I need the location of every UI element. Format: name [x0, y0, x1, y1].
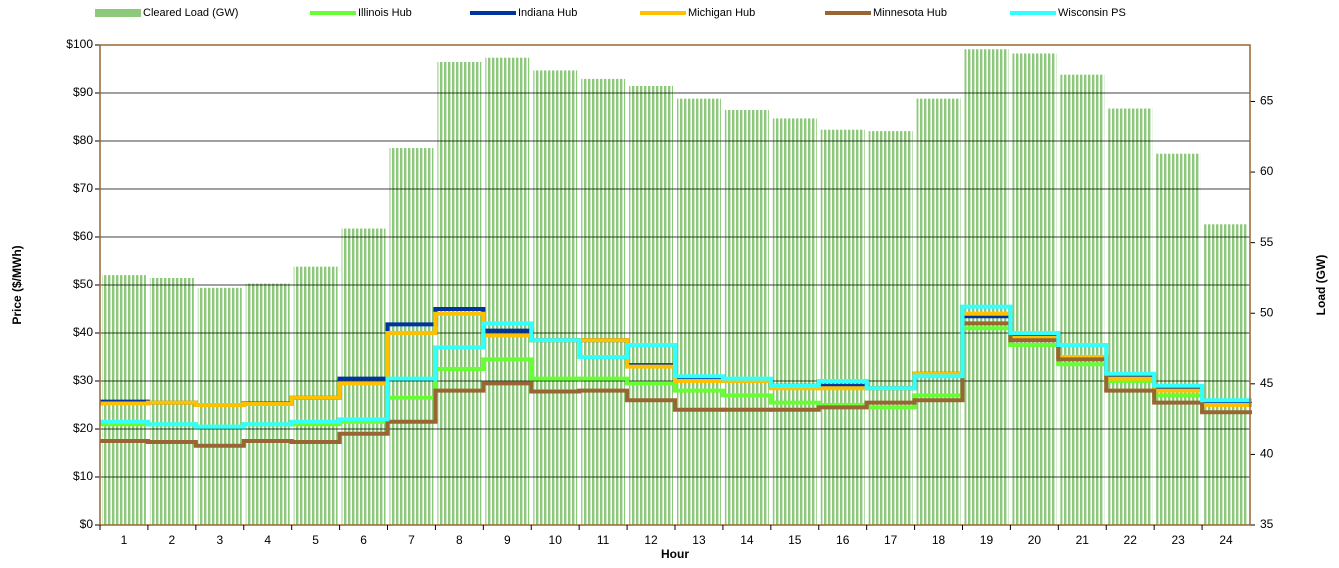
- y-tick-label: $70: [73, 181, 93, 195]
- y-tick-label: $20: [73, 421, 93, 435]
- y2-axis-label: Load (GW): [1314, 255, 1328, 316]
- load-bar: [389, 148, 434, 525]
- legend-label: Wisconsin PS: [1058, 7, 1126, 19]
- x-tick-label: 17: [884, 533, 898, 547]
- x-tick-label: 13: [692, 533, 706, 547]
- y2-tick-label: 65: [1260, 94, 1274, 108]
- x-tick-label: 7: [408, 533, 415, 547]
- y2-tick-label: 40: [1260, 447, 1274, 461]
- y-tick-label: $80: [73, 133, 93, 147]
- x-tick-label: 23: [1171, 533, 1185, 547]
- y-tick-label: $100: [66, 37, 93, 51]
- load-bar: [1156, 153, 1201, 526]
- x-tick-label: 12: [644, 533, 658, 547]
- x-tick-label: 8: [456, 533, 463, 547]
- y-tick-label: $50: [73, 277, 93, 291]
- legend-label: Indiana Hub: [518, 7, 577, 19]
- load-bar: [437, 61, 482, 526]
- x-tick-label: 4: [264, 533, 271, 547]
- x-tick-label: 15: [788, 533, 802, 547]
- load-bar: [820, 129, 865, 526]
- legend-label: Michigan Hub: [688, 7, 755, 19]
- legend-swatch: [95, 9, 141, 17]
- legend-label: Illinois Hub: [358, 7, 412, 19]
- x-tick-label: 3: [216, 533, 223, 547]
- x-tick-label: 20: [1028, 533, 1042, 547]
- x-tick-label: 22: [1124, 533, 1138, 547]
- legend-label: Cleared Load (GW): [143, 7, 238, 19]
- load-bar: [485, 57, 530, 526]
- y2-tick-label: 55: [1260, 235, 1274, 249]
- y-tick-label: $30: [73, 373, 93, 387]
- x-tick-label: 19: [980, 533, 994, 547]
- load-bar: [1204, 224, 1248, 525]
- y-axis-label: Price ($/MWh): [10, 245, 24, 324]
- x-tick-label: 5: [312, 533, 319, 547]
- load-bar: [772, 118, 817, 525]
- x-tick-label: 11: [597, 533, 610, 547]
- x-tick-label: 9: [504, 533, 511, 547]
- x-tick-label: 18: [932, 533, 946, 547]
- load-bar: [677, 98, 721, 525]
- load-bar: [1060, 74, 1105, 525]
- y-tick-label: $10: [73, 469, 93, 483]
- x-tick-label: 6: [360, 533, 367, 547]
- y-tick-label: $90: [73, 85, 93, 99]
- legend-label: Minnesota Hub: [873, 7, 947, 19]
- load-bar: [629, 85, 673, 526]
- load-bar: [868, 131, 913, 525]
- y2-tick-label: 45: [1260, 376, 1274, 390]
- load-bar: [916, 98, 961, 525]
- y2-tick-label: 60: [1260, 164, 1274, 178]
- y-tick-label: $60: [73, 229, 93, 243]
- x-axis-label: Hour: [661, 547, 689, 561]
- x-tick-label: 1: [121, 533, 128, 547]
- x-tick-label: 2: [169, 533, 176, 547]
- x-tick-label: 24: [1219, 533, 1233, 547]
- y2-tick-label: 50: [1260, 305, 1274, 319]
- y2-tick-label: 35: [1260, 517, 1274, 531]
- load-bar: [1012, 53, 1057, 526]
- y-tick-label: $0: [80, 517, 94, 531]
- load-bar: [581, 78, 626, 525]
- load-bar: [724, 109, 769, 526]
- load-bar: [964, 49, 1009, 526]
- load-bar: [1108, 108, 1153, 525]
- y-tick-label: $40: [73, 325, 93, 339]
- x-tick-label: 16: [836, 533, 850, 547]
- x-tick-label: 10: [549, 533, 563, 547]
- x-tick-label: 14: [740, 533, 754, 547]
- x-tick-label: 21: [1076, 533, 1090, 547]
- load-bar: [533, 70, 578, 525]
